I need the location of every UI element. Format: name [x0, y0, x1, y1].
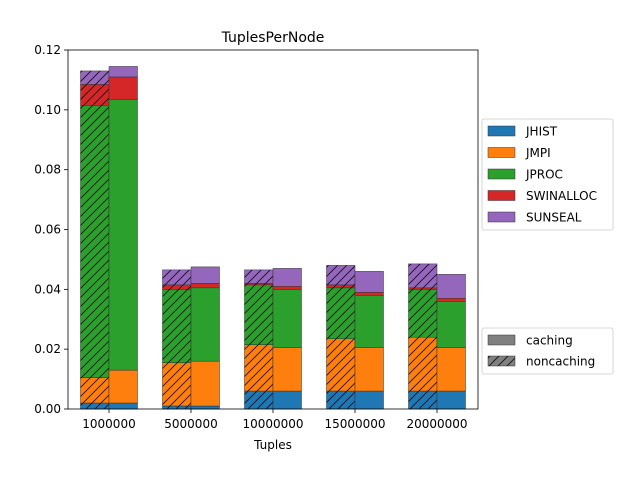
bar-caching-jhist-0: [108, 402, 138, 410]
hatch-legend-pattern-noncaching: [488, 356, 515, 366]
bar-hatch-swinalloc-4: [408, 287, 437, 290]
bar-hatch-jmpi-1: [162, 362, 191, 407]
legend-swatch-jmpi: [487, 147, 516, 158]
bar-caching-swinalloc-3: [354, 292, 384, 296]
x-tick-label-1: 5000000: [164, 417, 217, 431]
x-tick-label-0: 1000000: [82, 417, 135, 431]
legend-label-jhist: JHIST: [525, 125, 558, 139]
bar-hatch-jhist-0: [80, 403, 109, 409]
bar-caching-swinalloc-2: [272, 286, 302, 290]
bar-hatch-jproc-1: [162, 289, 191, 363]
series-legend-box: [481, 118, 614, 231]
bar-caching-jmpi-1: [190, 360, 220, 407]
bar-caching-swinalloc-1: [190, 283, 220, 289]
plot-area: 1000000 5000000 10000000 15000000 20000000 0.…: [34, 43, 479, 431]
bar-caching-swinalloc-0: [108, 76, 138, 100]
bar-hatch-jhist-4: [408, 391, 437, 409]
bar-hatch-jproc-3: [326, 287, 355, 339]
bar-hatch-sunseal-3: [326, 265, 355, 285]
legend-label-jmpi: JMPI: [525, 146, 551, 160]
bar-caching-jmpi-4: [436, 347, 466, 392]
bar-caching-jproc-0: [108, 99, 138, 371]
bar-hatch-jhist-3: [326, 391, 355, 409]
bar-caching-sunseal-2: [272, 268, 302, 287]
bar-caching-swinalloc-4: [436, 298, 466, 302]
legend-swatch-jhist: [487, 125, 516, 137]
y-tick-label-0: 0.00: [34, 402, 61, 416]
x-tick-label-4: 20000000: [406, 417, 467, 431]
bar-hatch-swinalloc-0: [80, 84, 109, 106]
bar-hatch-sunseal-2: [244, 269, 273, 284]
x-tick-label-2: 10000000: [242, 417, 303, 431]
bar-caching-jproc-2: [272, 289, 302, 348]
legend-label-sunseal: SUNSEAL: [526, 211, 582, 225]
legend-swatch-jproc: [487, 168, 516, 180]
bar-hatch-swinalloc-3: [326, 284, 355, 288]
hatch-legend-label-noncaching: noncaching: [526, 355, 595, 369]
bar-caching-sunseal-4: [436, 274, 466, 299]
bar-caching-jmpi-3: [354, 347, 384, 392]
bar-hatch-jhist-1: [162, 406, 191, 409]
bar-caching-jhist-3: [354, 390, 384, 410]
bar-hatch-jmpi-2: [244, 344, 273, 392]
bar-caching-sunseal-1: [190, 266, 220, 284]
legend-label-jproc: JPROC: [525, 168, 563, 182]
x-axis-label: Tuples: [253, 438, 292, 452]
bar-hatch-jproc-0: [80, 105, 109, 378]
bar-hatch-sunseal-4: [408, 263, 437, 288]
legend-swatch-sunseal: [487, 211, 516, 223]
bar-caching-jhist-4: [436, 390, 466, 410]
hatch-legend-label-caching: caching: [526, 334, 573, 348]
bar-hatch-jmpi-0: [80, 377, 109, 404]
legend-label-swinalloc: SWINALLOC: [526, 189, 597, 203]
bar-caching-jhist-2: [272, 390, 302, 410]
y-tick-label-3: 0.06: [34, 223, 61, 237]
y-tick-label-5: 0.10: [34, 103, 61, 117]
series-legend: JHIST JMPI JPROC SWINALLOC SUNSEAL: [481, 118, 614, 231]
bar-hatch-sunseal-1: [162, 269, 191, 285]
x-tick-label-3: 15000000: [324, 417, 385, 431]
bar-hatch-swinalloc-2: [244, 283, 273, 285]
y-tick-label-2: 0.04: [34, 282, 61, 296]
bar-caching-jmpi-0: [108, 369, 138, 404]
bar-hatch-swinalloc-1: [162, 284, 191, 290]
bar-hatch-jproc-2: [244, 284, 273, 345]
bar-caching-jhist-1: [190, 405, 220, 410]
bar-hatch-jmpi-3: [326, 338, 355, 392]
bar-hatch-jproc-4: [408, 289, 437, 338]
bar-hatch-sunseal-0: [80, 70, 109, 85]
bar-caching-jmpi-2: [272, 347, 302, 392]
bar-caching-sunseal-0: [108, 66, 138, 78]
bar-caching-sunseal-3: [354, 271, 384, 293]
bar-hatch-jmpi-4: [408, 337, 437, 392]
y-tick-label-6: 0.12: [34, 43, 61, 57]
bar-caching-jproc-3: [354, 295, 384, 348]
legend-swatch-swinalloc: [487, 190, 516, 201]
y-tick-label-4: 0.08: [34, 163, 61, 177]
bar-caching-jproc-1: [190, 287, 220, 362]
chart-title: TuplesPerNode: [221, 30, 325, 46]
bar-hatch-jhist-2: [244, 391, 273, 409]
hatch-legend-swatch-caching: [487, 334, 516, 346]
y-tick-label-1: 0.02: [34, 342, 61, 356]
hatch-legend: caching noncaching: [481, 327, 614, 375]
bar-caching-jproc-4: [436, 301, 466, 348]
